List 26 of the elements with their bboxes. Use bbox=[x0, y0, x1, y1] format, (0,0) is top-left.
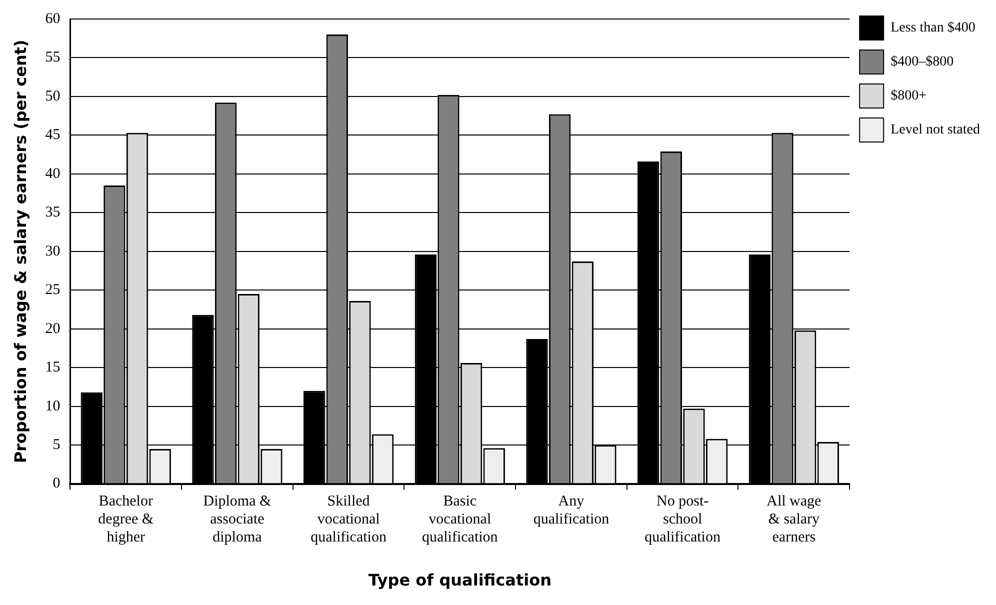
y-tick-label: 10 bbox=[45, 398, 60, 414]
x-tick-label: Any qualification bbox=[533, 494, 610, 528]
y-tick-label: 0 bbox=[52, 476, 60, 492]
y-tick-label: 60 bbox=[45, 10, 60, 27]
y-tick-label: 35 bbox=[45, 204, 60, 221]
y-tick-label: 15 bbox=[45, 360, 60, 376]
x-axis-title: Type of qualification bbox=[368, 570, 552, 590]
y-tick-label: 5 bbox=[52, 437, 60, 454]
legend-label: Level not stated bbox=[890, 122, 980, 138]
x-tick-label: Bachelor degree & higher bbox=[98, 494, 154, 546]
x-tick-label: All wage & salary earners bbox=[766, 494, 822, 546]
y-tick-label: 50 bbox=[45, 88, 60, 104]
legend-label: Less than $400 bbox=[890, 20, 976, 36]
y-tick-label: 25 bbox=[45, 282, 60, 298]
y-tick-label: 40 bbox=[45, 166, 60, 182]
x-tick-label: Basic vocational qualification bbox=[422, 494, 498, 546]
legend-label: $800+ bbox=[890, 88, 927, 104]
x-tick-label: Skilled vocational qualification bbox=[310, 494, 387, 546]
y-tick-label: 45 bbox=[45, 127, 60, 144]
x-tick-label: No post-school qualification bbox=[644, 494, 721, 546]
y-tick-label: 20 bbox=[45, 320, 60, 337]
legend-label: $400–$800 bbox=[890, 54, 954, 70]
y-tick-label: 55 bbox=[45, 50, 60, 66]
y-tick-label: 30 bbox=[45, 243, 60, 260]
x-tick-label: Diploma & associate diploma bbox=[203, 494, 272, 546]
y-axis-title: Proportion of wage & salary earners (per cent) bbox=[10, 40, 30, 464]
